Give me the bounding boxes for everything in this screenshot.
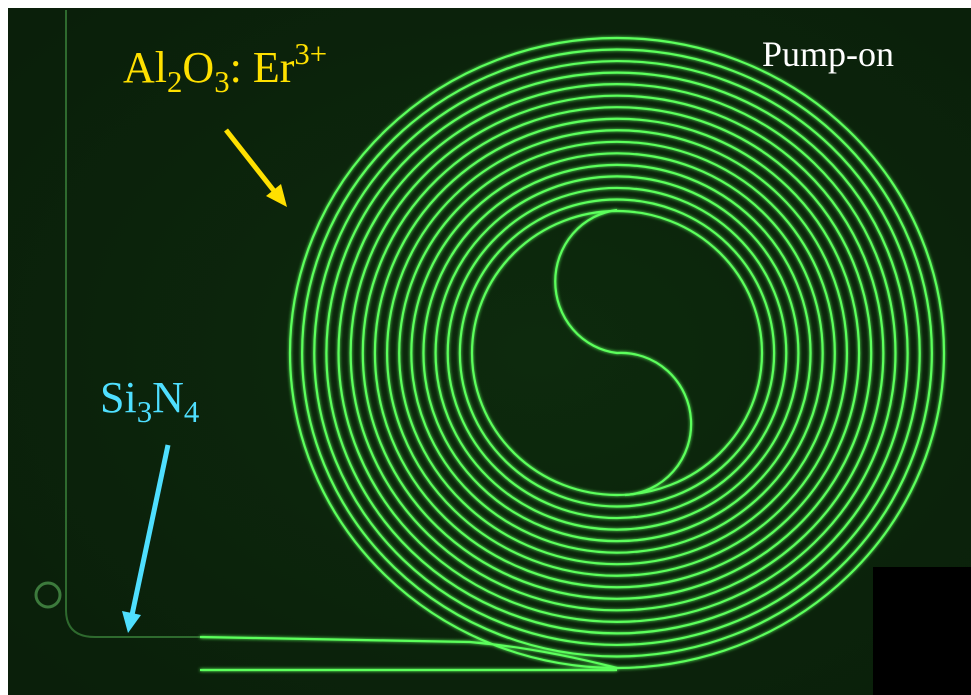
page: Pump-on Al2O3: Er3+ Si3N4 (() => { const… [0,0,971,695]
label-part: O [182,43,214,92]
label-part: Al [123,43,167,92]
micrograph: Pump-on Al2O3: Er3+ Si3N4 [0,0,971,695]
pump-label: Pump-on [762,34,894,74]
border [0,0,971,8]
label-sub: 3 [137,395,152,429]
label-part: Si [100,373,137,422]
mask [873,567,971,695]
label-sub: 4 [184,395,199,429]
label-part: N [152,373,184,422]
label-part: : Er [230,43,295,92]
label-sub: 3 [214,65,229,99]
label-sup: 3+ [294,37,327,71]
label-sub: 2 [167,65,182,99]
border [0,0,8,695]
